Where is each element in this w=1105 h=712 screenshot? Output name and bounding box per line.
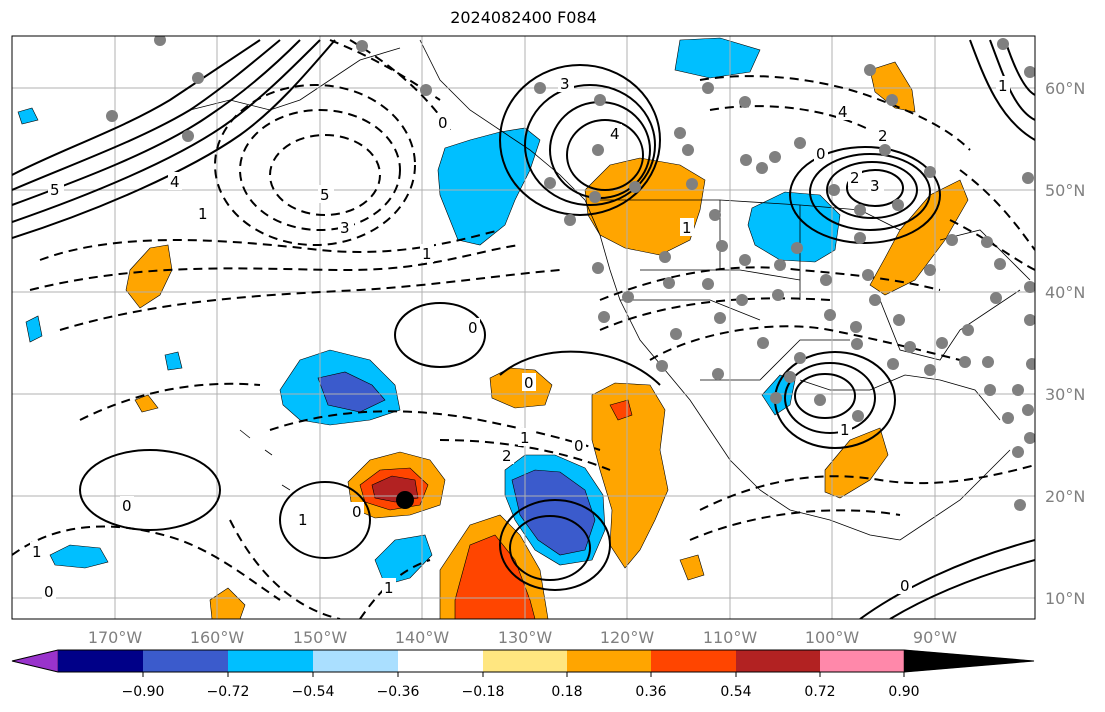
colorbar-swatch: [11, 649, 59, 673]
map-panel: 5 4 3 1 0 1 0 3 4 5 0 2 0 1 2 0 1 0 1 0 …: [12, 36, 1035, 619]
colorbar-swatch: [58, 650, 143, 672]
colorbar-label: −0.54: [292, 684, 335, 700]
contour-label: 0: [44, 583, 54, 601]
colorbar: −0.90 −0.72 −0.54 −0.36 −0.18 0.18 0.36 …: [11, 649, 1035, 700]
lon-tick-label: 100°W: [805, 628, 860, 647]
lon-tick-label: 140°W: [395, 628, 450, 647]
colorbar-label: 0.54: [720, 684, 751, 700]
station-dots: [106, 36, 1035, 511]
map-title: 2024082400 F084: [450, 8, 597, 27]
colorbar-swatch: [313, 650, 398, 672]
map-frame: [11, 35, 1036, 620]
lat-tick-label: 30°N: [1045, 385, 1085, 404]
contour-label: 2: [878, 127, 888, 145]
lon-tick-label: 150°W: [293, 628, 348, 647]
contour-label: 0: [468, 319, 478, 337]
contour-label: 1: [422, 245, 432, 263]
contour-label: 3: [560, 75, 570, 93]
colorbar-swatch: [483, 650, 567, 672]
lon-tick-label: 130°W: [498, 628, 553, 647]
colorbar-label: 0.72: [804, 684, 835, 700]
contour-label: 0: [438, 114, 448, 132]
contour-label: 1: [298, 511, 308, 529]
colorbar-label: 0.36: [635, 684, 666, 700]
colorbar-swatch: [398, 650, 483, 672]
contour-label: 1: [384, 579, 394, 597]
contour-label: 5: [50, 181, 60, 199]
solid-contours: [12, 39, 1035, 619]
colorbar-swatch: [820, 650, 904, 672]
lon-tick-label: 160°W: [190, 628, 245, 647]
colorbar-swatch: [228, 650, 313, 672]
contour-label: 3: [340, 219, 350, 237]
contour-label: 4: [170, 173, 180, 191]
contour-label: 0: [122, 497, 132, 515]
colorbar-label: 0.90: [888, 684, 919, 700]
lon-axis: 170°W 160°W 150°W 140°W 130°W 120°W 110°…: [88, 628, 957, 647]
contour-label: 1: [520, 429, 530, 447]
lat-tick-label: 10°N: [1045, 589, 1085, 608]
contour-label: 1: [840, 421, 850, 439]
contour-label: 1: [32, 543, 42, 561]
colorbar-label: −0.36: [377, 684, 420, 700]
contour-label: 2: [850, 169, 860, 187]
colorbar-label: 0.18: [551, 684, 582, 700]
colorbar-swatch: [567, 650, 651, 672]
contour-labels: 5 4 3 1 0 1 0 3 4 5 0 2 0 1 2 0 1 0 1 0 …: [30, 74, 1010, 601]
colorbar-swatch: [736, 650, 820, 672]
contour-label: 1: [682, 219, 692, 237]
lon-tick-label: 110°W: [703, 628, 758, 647]
contour-label: 0: [816, 145, 826, 163]
contour-label: 0: [352, 503, 362, 521]
contour-label: 5: [320, 186, 330, 204]
contour-label: 1: [198, 205, 208, 223]
lon-tick-label: 120°W: [600, 628, 655, 647]
lat-tick-label: 50°N: [1045, 181, 1085, 200]
lat-tick-label: 20°N: [1045, 487, 1085, 506]
colorbar-swatch: [143, 650, 228, 672]
colorbar-swatch: [903, 649, 1035, 673]
lon-tick-label: 90°W: [913, 628, 957, 647]
contour-label: 0: [524, 374, 534, 392]
storm-center-marker: [396, 491, 414, 509]
colorbar-label: −0.18: [462, 684, 505, 700]
contour-label: 0: [900, 577, 910, 595]
contour-label: 0: [574, 437, 584, 455]
colorbar-swatch: [651, 650, 736, 672]
lat-axis: 60°N 50°N 40°N 30°N 20°N 10°N: [1045, 79, 1085, 608]
contour-label: 4: [610, 125, 620, 143]
contour-label: 3: [870, 177, 880, 195]
lat-tick-label: 40°N: [1045, 283, 1085, 302]
contour-label: 4: [838, 103, 848, 121]
colorbar-label: −0.72: [207, 684, 250, 700]
lon-tick-label: 170°W: [88, 628, 143, 647]
contour-label: 2: [502, 447, 512, 465]
contour-label: 1: [998, 77, 1008, 95]
lat-tick-label: 60°N: [1045, 79, 1085, 98]
colorbar-label: −0.90: [122, 684, 165, 700]
